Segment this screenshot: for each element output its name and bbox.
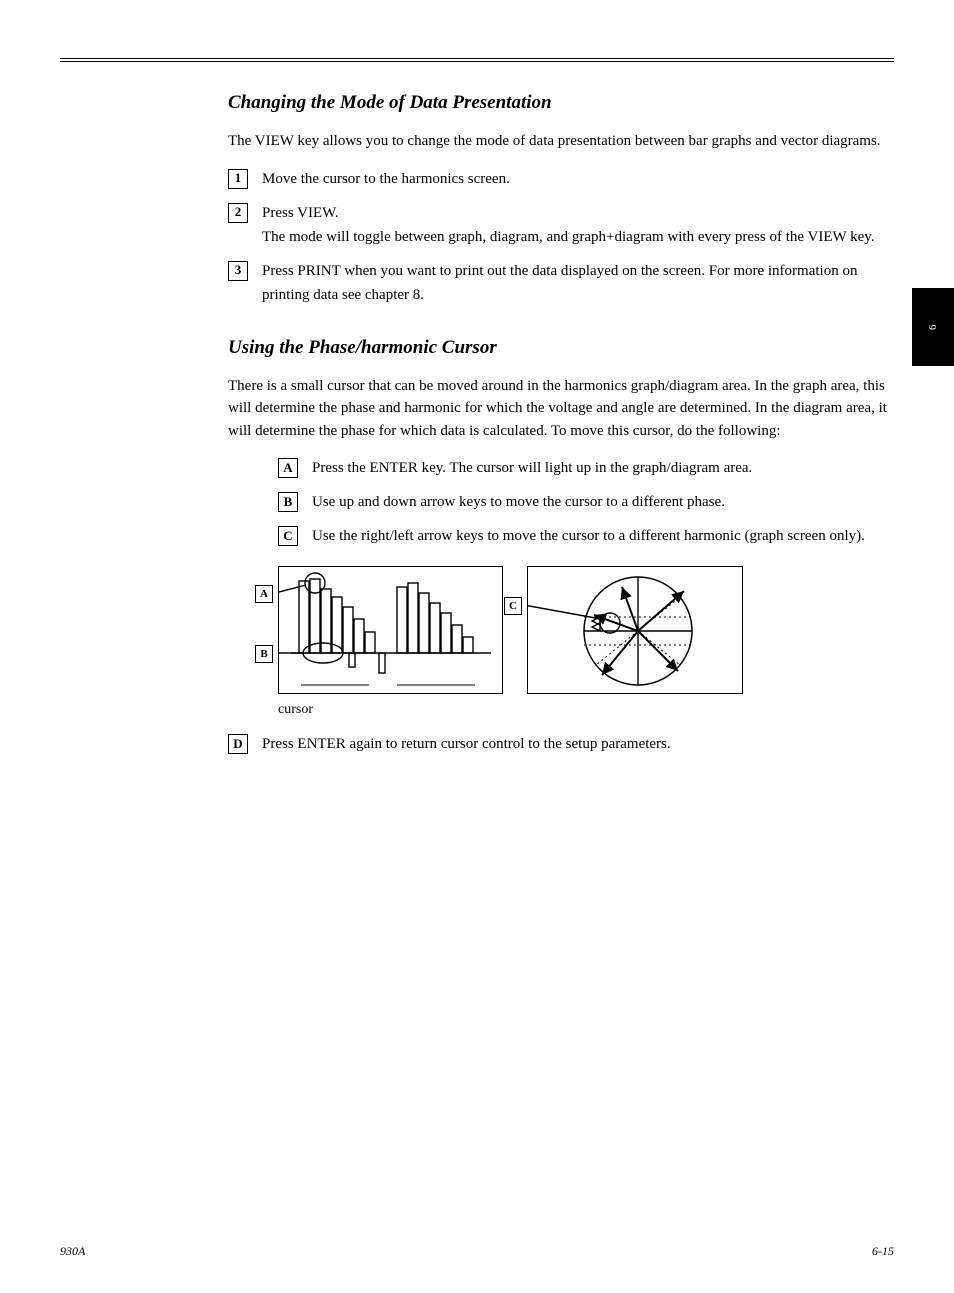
footer-left: 930A — [60, 1244, 85, 1259]
cursor-figure-label: cursor — [278, 702, 894, 718]
mode-step-1-text: Move the cursor to the harmonics screen. — [262, 167, 894, 191]
bargraph-svg — [279, 567, 504, 695]
section-cursor: Using the Phase/harmonic Cursor There is… — [228, 337, 894, 757]
cursor-step-c-text: Use the right/left arrow keys to move th… — [312, 524, 894, 548]
cursor-step-d: D Press ENTER again to return cursor con… — [228, 732, 894, 756]
mode-step-2b-text: The mode will toggle between graph, diag… — [262, 229, 875, 245]
side-tab: 6 — [912, 288, 954, 366]
mode-step-1: 1 Move the cursor to the harmonics scree… — [228, 167, 894, 191]
cursor-step-a-text: Press the ENTER key. The cursor will lig… — [312, 456, 894, 480]
figure-vector: C — [527, 566, 743, 694]
step-box-1: 1 — [228, 169, 248, 189]
page-footer: 930A 6-15 — [60, 1244, 894, 1259]
mode-step-2-text: Press VIEW. — [262, 205, 339, 221]
header-rule — [60, 58, 894, 62]
vector-svg — [528, 567, 744, 695]
cursor-step-d-text: Press ENTER again to return cursor contr… — [262, 732, 894, 756]
callout-a: A — [255, 585, 273, 603]
section-mode: Changing the Mode of Data Presentation T… — [228, 92, 894, 307]
section-title-cursor: Using the Phase/harmonic Cursor — [228, 337, 894, 359]
step-box-d: D — [228, 734, 248, 754]
figure-row: A B — [278, 566, 894, 694]
mode-step-3-text: Press PRINT when you want to print out t… — [262, 259, 894, 307]
step-box-c: C — [278, 526, 298, 546]
step-box-b: B — [278, 492, 298, 512]
step-box-a: A — [278, 458, 298, 478]
footer-right: 6-15 — [872, 1244, 894, 1259]
cursor-step-b: B Use up and down arrow keys to move the… — [278, 490, 894, 514]
cursor-step-c: C Use the right/left arrow keys to move … — [278, 524, 894, 548]
cursor-step-b-text: Use up and down arrow keys to move the c… — [312, 490, 894, 514]
mode-step-2: 2 Press VIEW. The mode will toggle betwe… — [228, 201, 894, 249]
step-box-2: 2 — [228, 203, 248, 223]
mode-step-3: 3 Press PRINT when you want to print out… — [228, 259, 894, 307]
cursor-intro: There is a small cursor that can be move… — [228, 375, 894, 443]
section-title-mode: Changing the Mode of Data Presentation — [228, 92, 894, 114]
mode-intro: The VIEW key allows you to change the mo… — [228, 130, 894, 153]
callout-c: C — [504, 597, 522, 615]
figure-bargraph: A B — [278, 566, 503, 694]
callout-b: B — [255, 645, 273, 663]
cursor-step-a: A Press the ENTER key. The cursor will l… — [278, 456, 894, 480]
step-box-3: 3 — [228, 261, 248, 281]
